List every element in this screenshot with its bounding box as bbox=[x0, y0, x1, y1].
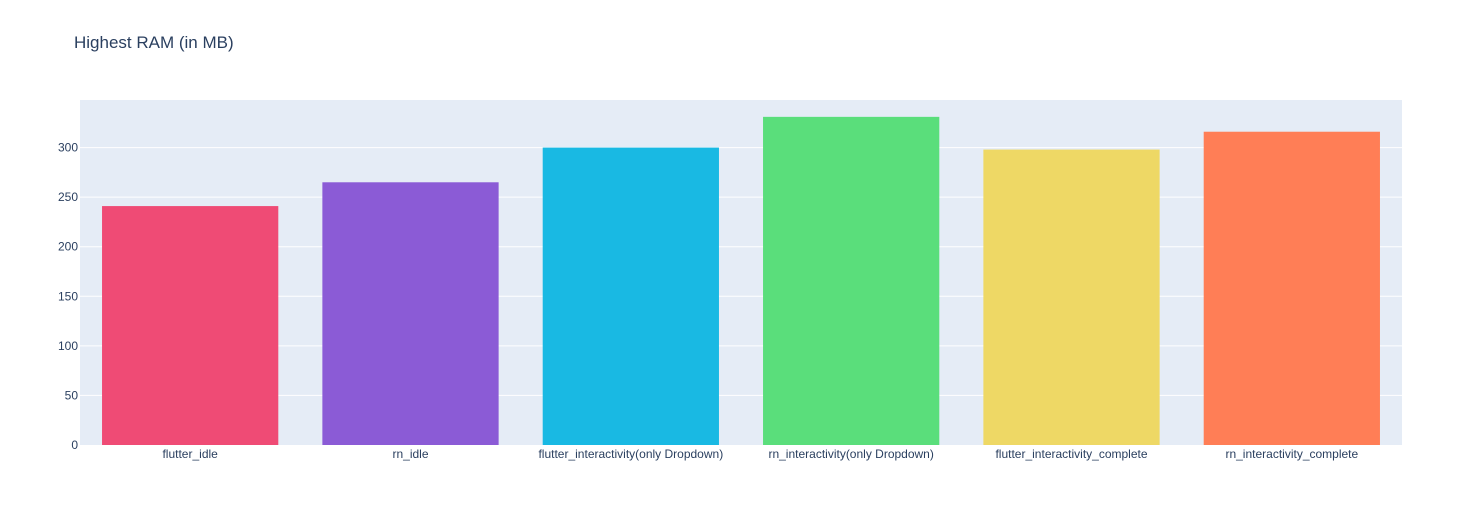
x-tick-label: flutter_interactivity_complete bbox=[995, 447, 1147, 461]
y-tick-label: 200 bbox=[58, 240, 78, 254]
y-tick-label: 100 bbox=[58, 339, 78, 353]
x-tick-label: rn_interactivity_complete bbox=[1225, 447, 1358, 461]
x-tick-label: flutter_interactivity(only Dropdown) bbox=[538, 447, 723, 461]
x-axis-ticks: flutter_idle rn_idle flutter_interactivity… bbox=[162, 447, 1358, 461]
bar-rn-idle[interactable] bbox=[322, 182, 499, 445]
bar-flutter-interactivity-complete[interactable] bbox=[983, 149, 1160, 445]
y-tick-label: 250 bbox=[58, 190, 78, 204]
y-tick-label: 150 bbox=[58, 289, 78, 303]
x-tick-label: flutter_idle bbox=[162, 447, 218, 461]
x-tick-label: rn_interactivity(only Dropdown) bbox=[768, 447, 933, 461]
bar-rn-interactivity-complete[interactable] bbox=[1203, 131, 1380, 446]
plot-background bbox=[80, 100, 1402, 445]
bar-flutter-idle[interactable] bbox=[102, 206, 279, 445]
x-tick-label: rn_idle bbox=[392, 447, 428, 461]
y-tick-label: 50 bbox=[65, 388, 79, 402]
chart-title: Highest RAM (in MB) bbox=[74, 33, 234, 52]
bar-flutter-interactivity-only-dropdown[interactable] bbox=[542, 147, 719, 445]
bar-rn-interactivity-only-dropdown[interactable] bbox=[763, 116, 940, 445]
bars bbox=[102, 116, 1380, 446]
y-tick-label: 300 bbox=[58, 141, 78, 155]
gridlines bbox=[80, 147, 1402, 396]
y-axis-ticks: 0 50 100 150 200 250 300 bbox=[58, 141, 78, 452]
y-tick-label: 0 bbox=[71, 438, 78, 452]
